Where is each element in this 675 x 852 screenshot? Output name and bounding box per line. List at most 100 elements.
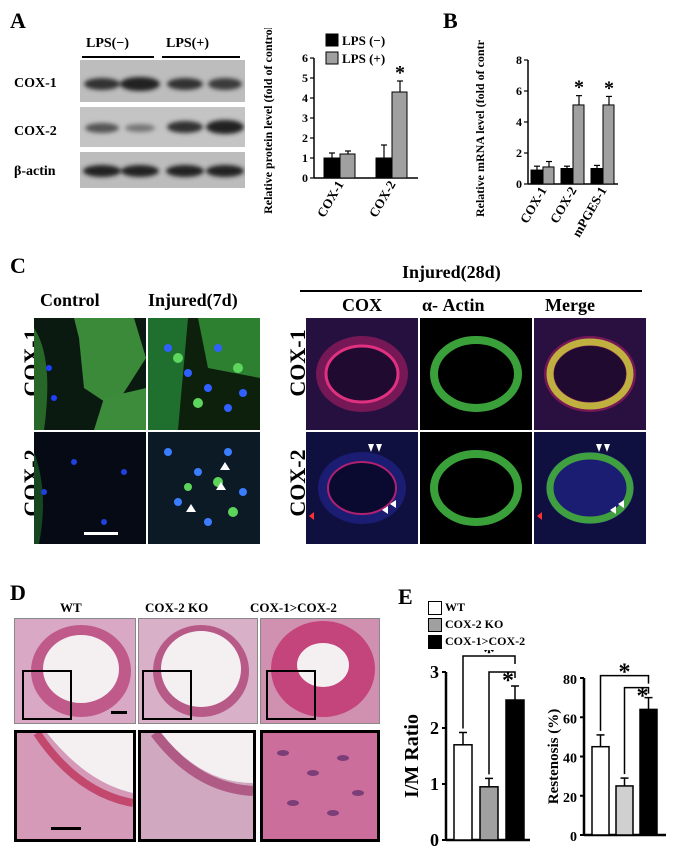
bar xyxy=(591,745,610,836)
header-merge: Merge xyxy=(545,295,595,315)
bar xyxy=(391,91,408,179)
y-tick-label: 20 xyxy=(563,791,577,806)
y-tick-label: 2 xyxy=(430,718,439,738)
legend-swatch xyxy=(428,617,442,632)
y-tick-label: 4 xyxy=(516,115,522,129)
y-axis-label: Relative mRNA level (fold of control) xyxy=(473,40,487,217)
significance-marker: * xyxy=(395,62,405,84)
fluor-28d-cox2-actin xyxy=(420,432,532,544)
bar xyxy=(542,166,555,185)
bar xyxy=(602,104,615,185)
y-tick-label: 0 xyxy=(430,830,439,850)
y-tick-label: 0 xyxy=(516,177,522,191)
y-tick-label: 80 xyxy=(563,673,577,688)
header-wt: WT xyxy=(60,600,82,615)
bar xyxy=(615,785,634,836)
x-tick-label: COX-2 xyxy=(366,178,399,220)
legend-item-cox1-cox2: COX-1>COX-2 xyxy=(428,634,525,649)
arrowhead-icon xyxy=(186,504,196,512)
western-blot-image xyxy=(80,60,245,188)
y-tick-label: 8 xyxy=(516,53,522,67)
bar xyxy=(453,744,473,841)
fluor-injured7d-cox2 xyxy=(148,432,260,544)
bar xyxy=(639,708,658,836)
y-axis-label: Relative protein level (fold of control) xyxy=(261,28,275,214)
bar xyxy=(560,168,573,185)
bar xyxy=(339,153,356,179)
histology-cox1-cox2-zoom xyxy=(260,730,380,842)
header-cox: COX xyxy=(342,295,382,315)
legend-swatch xyxy=(428,600,442,615)
significance-bracket xyxy=(488,671,516,775)
fluor-28d-cox2-merge xyxy=(534,432,646,544)
y-tick-label: 3 xyxy=(302,111,308,125)
histology-cox2-ko-zoom xyxy=(138,730,256,842)
header-control: Control xyxy=(40,290,100,310)
chart-e-im-ratio: 0 1 2 3 I/M Ratio * * xyxy=(401,650,530,850)
blot-group-line xyxy=(162,56,240,58)
y-tick-label: 0 xyxy=(302,171,308,185)
arrowhead-icon xyxy=(220,462,230,470)
header-rule xyxy=(300,290,642,292)
fluor-28d-cox1-cox xyxy=(306,318,418,430)
legend-label: LPS (−) xyxy=(342,33,385,48)
fluor-28d-cox1-merge xyxy=(534,318,646,430)
bar xyxy=(479,786,499,841)
legend-swatch xyxy=(325,33,339,47)
fluor-injured7d-cox1 xyxy=(148,318,260,430)
fluor-28d-cox2-cox xyxy=(306,432,418,544)
fluor-control-cox2 xyxy=(34,432,146,544)
fluor-control-cox1 xyxy=(34,318,146,430)
histology-cox1-cox2 xyxy=(260,618,380,724)
histology-wt-zoom xyxy=(14,730,136,842)
legend-item-wt: WT xyxy=(428,600,525,615)
scale-bar xyxy=(111,711,127,714)
chart-a: 0 1 2 3 4 5 6 Relative protein level (fold of c… xyxy=(261,28,418,220)
scale-bar xyxy=(84,532,118,535)
y-tick-label: 60 xyxy=(563,712,577,727)
header-alpha-actin: α- Actin xyxy=(422,295,485,315)
blot-group-lps-pos: LPS(+) xyxy=(166,36,209,51)
histology-cox2-ko xyxy=(138,618,258,724)
blot-row-label: COX-2 xyxy=(14,124,57,139)
panel-c-label: C xyxy=(10,253,26,278)
significance-marker: * xyxy=(619,660,631,686)
legend-item-cox2-ko: COX-2 KO xyxy=(428,617,525,632)
blot-group-line xyxy=(82,56,154,58)
y-tick-label: 6 xyxy=(302,51,308,65)
panel-d-label: D xyxy=(10,580,26,605)
y-tick-label: 6 xyxy=(516,84,522,98)
significance-bracket xyxy=(623,686,650,775)
chart-b: 0 2 4 6 8 Relative mRNA level (fold of contro… xyxy=(473,40,618,240)
bar xyxy=(572,104,585,185)
legend-label: LPS (+) xyxy=(342,51,385,66)
scale-bar xyxy=(51,827,81,830)
legend-swatch xyxy=(428,634,442,649)
y-tick-label: 2 xyxy=(516,146,522,160)
significance-marker: * xyxy=(502,668,514,694)
y-tick-label: 4 xyxy=(302,91,308,105)
legend-e: WT COX-2 KO COX-1>COX-2 xyxy=(428,600,525,649)
bar xyxy=(375,157,392,179)
blot-row-label: β-actin xyxy=(14,164,56,179)
significance-bracket xyxy=(462,655,516,729)
y-axis-label: Restenosis (%) xyxy=(546,709,562,804)
header-injured-7d: Injured(7d) xyxy=(148,290,238,310)
arrowhead-icon xyxy=(216,482,226,490)
histology-wt xyxy=(14,618,136,724)
fluor-28d-cox1-actin xyxy=(420,318,532,430)
chart-e-restenosis: 0 20 40 60 80 Restenosis (%) ** xyxy=(546,660,666,845)
panel-a-label: A xyxy=(10,8,26,33)
significance-marker: * xyxy=(604,77,614,99)
y-axis-label: I/M Ratio xyxy=(401,714,423,798)
significance-marker: * xyxy=(483,650,495,666)
bar xyxy=(590,168,603,185)
bar xyxy=(323,157,340,179)
blot-group-lps-neg: LPS(−) xyxy=(86,36,129,51)
significance-bracket xyxy=(599,674,650,731)
x-tick-label: COX-2 xyxy=(547,184,580,226)
panel-e-label: E xyxy=(398,584,413,609)
y-tick-label: 40 xyxy=(563,752,577,767)
significance-marker: * xyxy=(574,77,584,99)
y-tick-label: 5 xyxy=(302,71,308,85)
